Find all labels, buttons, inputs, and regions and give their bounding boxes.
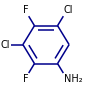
Text: F: F — [23, 74, 28, 84]
Text: Cl: Cl — [64, 5, 73, 15]
Text: F: F — [23, 5, 28, 15]
Text: NH₂: NH₂ — [64, 74, 82, 84]
Text: Cl: Cl — [1, 40, 10, 50]
